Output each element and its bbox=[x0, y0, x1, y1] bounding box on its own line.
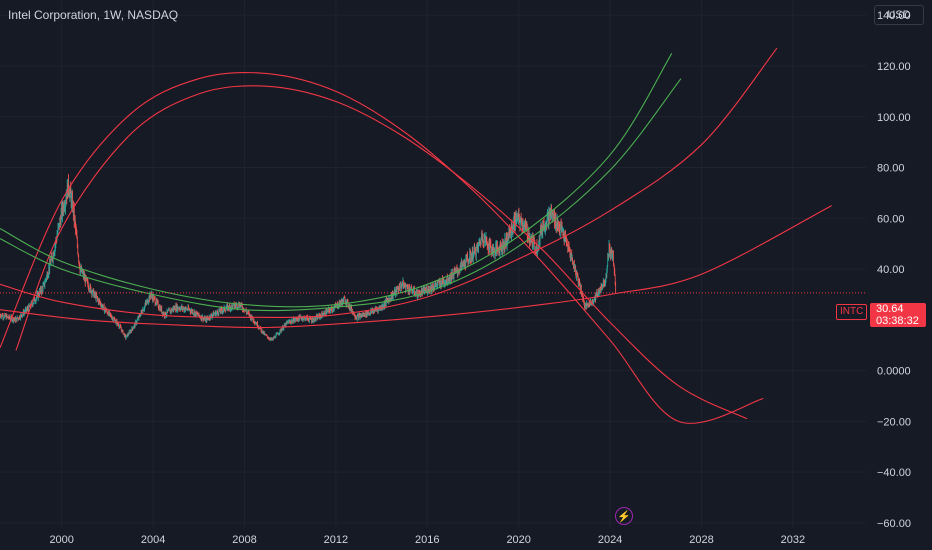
curve-line bbox=[0, 205, 832, 329]
drawn-curves bbox=[0, 47, 832, 424]
currency-button[interactable]: USD bbox=[874, 5, 924, 25]
y-tick-label: −60.00 bbox=[877, 518, 911, 530]
y-tick-label: −20.00 bbox=[877, 416, 911, 428]
symbol-tag: INTC bbox=[836, 304, 868, 320]
time-axis[interactable]: 2000 2004 2008 2012 2016 2020 2024 2028 2032 bbox=[49, 534, 805, 546]
x-tick-label: 2008 bbox=[232, 534, 256, 546]
x-tick-label: 2032 bbox=[781, 534, 805, 546]
curve-line bbox=[0, 71, 764, 424]
last-price-tag: 30.64 03:38:32 bbox=[870, 303, 926, 327]
chart-title: Intel Corporation, 1W, NASDAQ bbox=[8, 8, 179, 22]
price-axis[interactable]: 140.00120.00100.0080.0060.0040.0020.000.… bbox=[877, 10, 911, 530]
x-tick-label: 2004 bbox=[141, 534, 165, 546]
price-series bbox=[0, 174, 617, 342]
bar-countdown: 03:38:32 bbox=[876, 315, 919, 327]
x-tick-label: 2024 bbox=[598, 534, 622, 546]
y-tick-label: 60.00 bbox=[877, 213, 905, 225]
y-tick-label: 0.0000 bbox=[877, 366, 911, 378]
curve-line bbox=[0, 47, 778, 318]
y-tick-label: 120.00 bbox=[877, 61, 911, 73]
x-tick-label: 2020 bbox=[506, 534, 530, 546]
y-tick-label: −40.00 bbox=[877, 467, 911, 479]
y-tick-label: 100.00 bbox=[877, 112, 911, 124]
curve-line bbox=[0, 78, 682, 312]
x-tick-label: 2000 bbox=[49, 534, 73, 546]
y-tick-label: 80.00 bbox=[877, 163, 905, 175]
y-tick-label: 40.00 bbox=[877, 264, 905, 276]
grid bbox=[0, 0, 866, 528]
last-price-value: 30.64 bbox=[876, 303, 904, 315]
lightning-icon[interactable]: ⚡ bbox=[615, 507, 633, 525]
x-tick-label: 2016 bbox=[415, 534, 439, 546]
x-tick-label: 2012 bbox=[324, 534, 348, 546]
y-tick-label: 140.00 bbox=[877, 10, 911, 22]
x-tick-label: 2028 bbox=[689, 534, 713, 546]
curve-line bbox=[15, 85, 748, 420]
curve-line bbox=[0, 53, 673, 308]
